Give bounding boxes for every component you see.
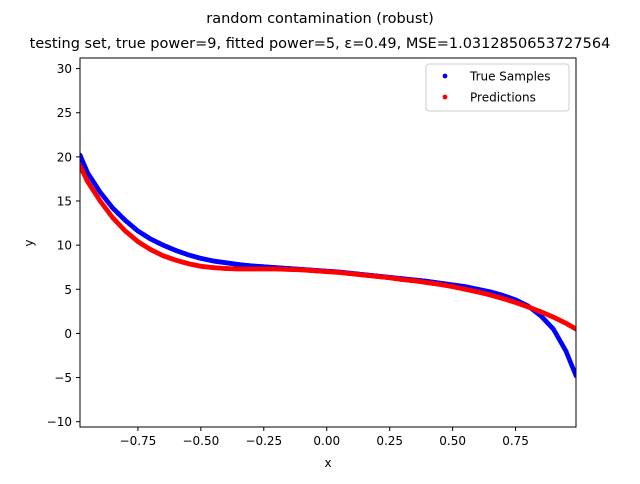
- x-tick-label: −0.25: [245, 434, 282, 448]
- x-tick-label: −0.75: [120, 434, 157, 448]
- y-tick-label: 20: [57, 150, 72, 164]
- x-tick-label: −0.50: [182, 434, 219, 448]
- legend-marker: [442, 94, 448, 100]
- plot-area: [80, 152, 576, 379]
- y-tick-label: 15: [57, 195, 72, 209]
- y-tick-label: −10: [47, 415, 72, 429]
- x-tick-label: 0.75: [502, 434, 529, 448]
- chart-subtitle: testing set, true power=9, fitted power=…: [30, 36, 611, 52]
- legend: True Samples Predictions: [425, 63, 570, 112]
- x-tick-label: 0.00: [313, 434, 340, 448]
- x-axis-label: x: [324, 456, 331, 470]
- x-tick-label: 0.25: [376, 434, 403, 448]
- legend-box: [425, 63, 570, 112]
- x-tick-label: 0.50: [439, 434, 466, 448]
- plot-frame: [79, 57, 577, 428]
- data-point: [573, 373, 576, 379]
- axes: −0.75 −0.50 −0.25 0.00 0.25 0.50 0.75 −10 −5 0 5 10…: [47, 57, 577, 448]
- legend-marker: [442, 73, 448, 79]
- y-tick-label: 30: [57, 62, 72, 76]
- y-axis-label: y: [22, 239, 36, 246]
- y-tick-label: 0: [64, 327, 72, 341]
- data-point: [573, 326, 576, 332]
- y-tick-label: 5: [64, 283, 72, 297]
- chart-title: random contamination (robust): [206, 11, 434, 27]
- y-tick-label: −5: [54, 371, 72, 385]
- legend-label: True Samples: [469, 70, 551, 84]
- y-tick-label: 25: [57, 106, 72, 120]
- y-tick-label: 10: [57, 239, 72, 253]
- series-1: [80, 163, 576, 332]
- legend-label: Predictions: [470, 91, 536, 105]
